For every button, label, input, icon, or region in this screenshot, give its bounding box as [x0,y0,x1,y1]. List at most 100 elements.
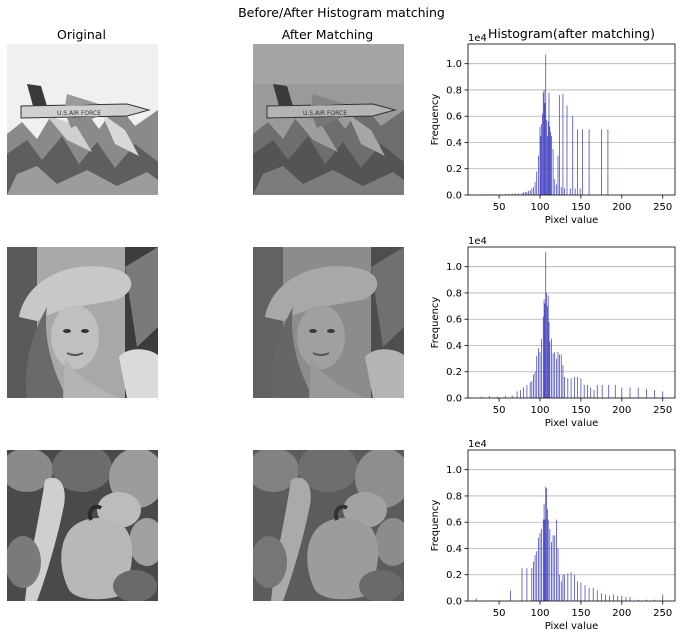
histogram-bar [577,129,579,195]
col-title-after: After Matching [281,27,374,42]
histogram-bar [555,358,557,398]
y-tick-label: 0.4 [446,544,462,555]
histogram-bar [587,384,588,398]
histogram-bar [528,191,529,195]
y-tick-label: 0.2 [446,367,462,378]
histogram-bar [569,188,571,195]
x-tick-label: 200 [612,608,631,619]
histogram-bar [533,374,534,398]
axes-frame [467,449,676,602]
y-tick-label: 0.0 [446,394,462,405]
histogram-bar [534,371,536,398]
histogram-bar [567,573,569,601]
histogram-bar [543,89,545,195]
x-axis-label: Pixel value [545,215,599,226]
histogram-bar [560,354,562,398]
y-tick-label: 0.6 [446,112,462,123]
y-tick-label: 0.0 [446,597,462,608]
histogram-bar [533,561,534,601]
histogram-bar [600,593,602,601]
y-tick-label: 0.4 [446,341,462,352]
histogram-bar [588,129,590,195]
y-offset-text: 1e4 [468,236,487,247]
airplane-after-image: U.S.AIR FORCE [253,44,404,195]
histogram-bar [546,120,547,195]
histogram-bar [545,252,547,398]
histogram-bar [551,541,552,601]
histogram-bar [505,193,507,195]
y-tick-label: 1.0 [446,59,462,70]
histogram-bar [526,384,528,398]
histogram-bar [645,599,647,601]
histogram-bar [654,390,655,398]
histogram-bar [605,594,606,601]
histogram-bar [593,390,595,398]
histogram-bar [552,353,554,398]
histogram-bar [475,598,477,601]
histogram-bar [601,384,603,398]
y-tick-label: 1.0 [446,262,462,273]
histogram-bar [625,597,627,601]
histogram-bar [545,486,547,601]
histogram-bar [552,149,554,195]
histogram-bar [555,184,557,195]
histogram-bar [584,585,586,601]
histogram-bar [497,396,498,398]
histogram-bar [551,338,552,398]
histogram-bar [545,54,547,195]
histogram-bar [531,568,533,601]
x-tick-label: 200 [612,405,631,416]
y-tick-label: 0.4 [446,138,462,149]
histogram-bar [550,131,552,195]
histogram-bar [570,572,572,601]
histogram-bar [508,193,510,195]
histogram-bar [549,341,551,398]
histogram-bar [546,509,548,601]
histogram-bar [539,532,541,601]
x-tick-label: 100 [530,405,549,416]
histogram-bar [570,378,572,398]
histogram-bar [511,395,513,398]
histogram-bar [536,551,538,601]
histogram-bar [557,155,559,195]
x-tick-label: 100 [530,202,549,213]
histogram-bar [548,92,550,195]
y-tick-label: 0.8 [446,288,462,299]
histogram-bar [521,568,523,601]
histogram-bar [562,93,564,195]
histogram-bar [559,574,561,601]
histogram-bar [637,599,639,601]
histogram-bar [505,396,507,398]
histogram-bar [577,376,579,398]
col-title-original: Original [57,27,106,42]
airplane-original-image: U.S.AIR FORCE [7,44,158,195]
histogram-bar [546,292,547,398]
histogram-bar [621,387,623,398]
histogram-bar [536,355,538,398]
histogram-bar [523,192,525,195]
y-tick-label: 0.6 [446,315,462,326]
histogram-bar [526,568,528,601]
figure-suptitle: Before/After Histogram matching [238,5,445,20]
histogram-bar [559,354,561,398]
histogram-bar [543,503,545,601]
histogram-bar [524,192,526,195]
histogram-bar [617,595,619,601]
x-tick-label: 250 [653,202,672,213]
y-tick-label: 0.8 [446,85,462,96]
histogram-bar [519,390,521,398]
y-tick-label: 0.0 [446,191,462,202]
histogram-bar [596,384,598,398]
y-tick-label: 0.2 [446,164,462,175]
histogram-bar [536,171,538,195]
histogram-bar [596,590,598,601]
histogram-bar [529,382,531,398]
histogram-bar [546,306,548,398]
histogram-bar [583,384,585,398]
histogram-bar [557,548,559,601]
histogram-bar [480,396,482,398]
y-tick-label: 0.2 [446,570,462,581]
histogram-bar [488,396,490,398]
y-tick-label: 0.6 [446,518,462,529]
histogram-bar [529,190,531,195]
